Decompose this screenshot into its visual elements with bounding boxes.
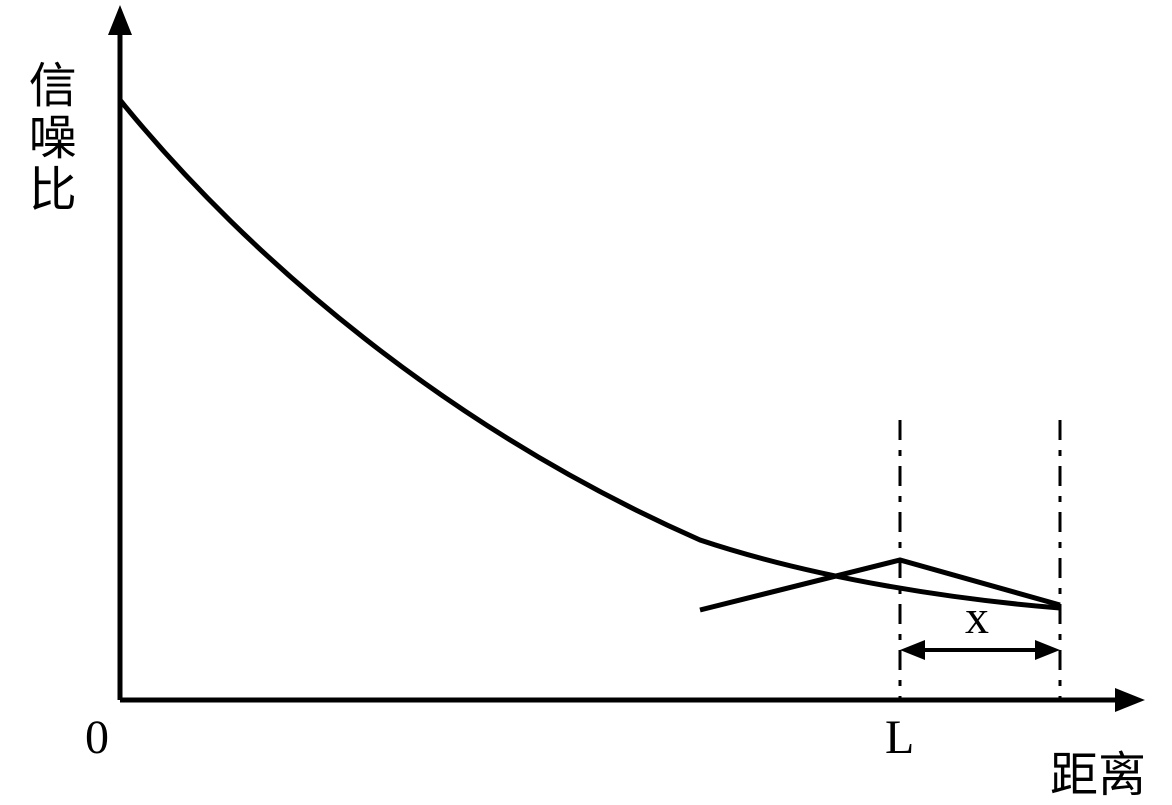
origin-label: 0 bbox=[85, 710, 109, 765]
y-axis-arrow bbox=[108, 5, 132, 35]
span-arrow-right bbox=[1035, 640, 1060, 660]
x-axis-arrow bbox=[1115, 688, 1145, 712]
diagram-container: 信噪比 0 L 距离 x bbox=[0, 0, 1172, 803]
diagram-svg bbox=[0, 0, 1172, 803]
tick-L-label: L bbox=[885, 710, 914, 765]
span-arrow-left bbox=[900, 640, 925, 660]
x-axis-label: 距离 bbox=[1050, 735, 1146, 805]
span-label: x bbox=[965, 590, 989, 645]
snr-decay-curve bbox=[120, 100, 1060, 608]
y-axis-label: 信噪比 bbox=[20, 60, 73, 216]
